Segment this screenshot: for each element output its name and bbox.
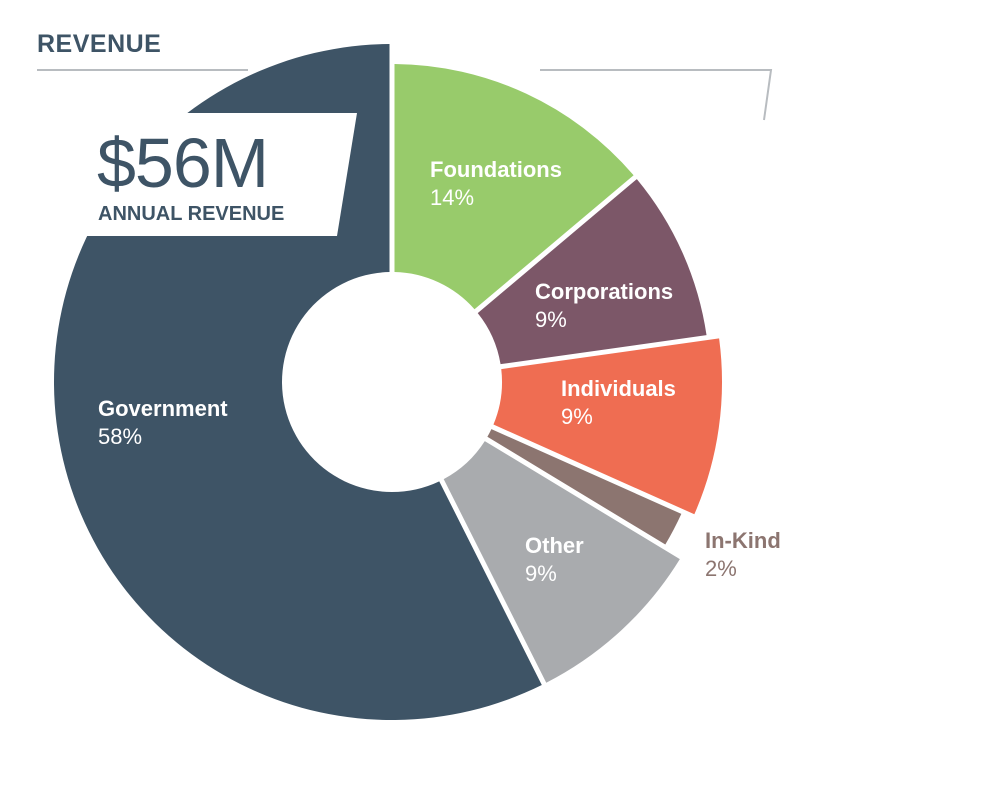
- slice-value-in-kind: 2%: [705, 556, 737, 581]
- slice-label-individuals: Individuals: [561, 376, 676, 401]
- slice-in-kind: [487, 429, 682, 545]
- slice-label-in-kind: In-Kind: [705, 528, 781, 553]
- headline-caption: ANNUAL REVENUE: [98, 203, 284, 225]
- header-rule-right: [540, 69, 773, 121]
- slice-label-corporations: Corporations: [535, 279, 673, 304]
- slice-label-other: Other: [525, 533, 584, 558]
- slice-foundations: [394, 64, 634, 310]
- slice-value-individuals: 9%: [561, 404, 593, 429]
- slice-value-government: 58%: [98, 424, 142, 449]
- slice-value-foundations: 14%: [430, 185, 474, 210]
- slice-labels: Foundations 14% Corporations 9% Individuals 9…: [98, 157, 781, 586]
- slice-other: [443, 441, 680, 683]
- slice-value-other: 9%: [525, 561, 557, 586]
- headline-box: [84, 113, 357, 236]
- section-title: REVENUE: [37, 30, 161, 58]
- headline-figure: $56M: [97, 124, 268, 202]
- slice-corporations: [477, 179, 707, 365]
- slice-label-foundations: Foundations: [430, 157, 562, 182]
- slice-individuals: [493, 338, 722, 515]
- slice-label-government: Government: [98, 396, 228, 421]
- slice-value-corporations: 9%: [535, 307, 567, 332]
